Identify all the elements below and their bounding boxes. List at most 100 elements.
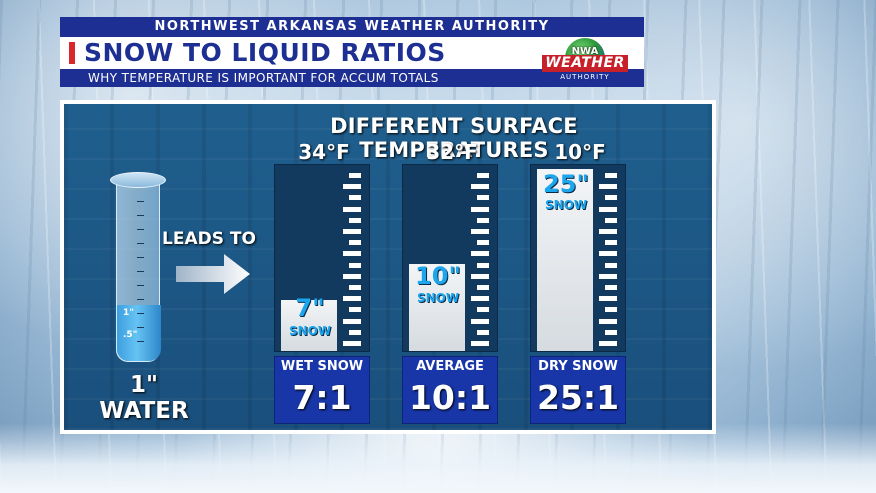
ratio-value-3: 25:1 [536, 378, 620, 417]
ruler-tick [343, 318, 361, 324]
ruler [341, 169, 361, 349]
water-label: 1" WATER [84, 372, 204, 424]
right-arrow-icon [176, 254, 250, 294]
ruler-tick [343, 251, 361, 257]
ratio-value-2: 10:1 [408, 378, 492, 417]
ratio-box-wet: WET SNOW 7:1 [274, 356, 370, 424]
logo-weather-text: WEATHER [542, 55, 628, 72]
water-amount: 1" [130, 372, 158, 398]
nwa-weather-logo: NWA WEATHER AUTHORITY [540, 38, 630, 88]
ruler-tick [477, 285, 489, 290]
ruler-tick [471, 273, 489, 279]
ruler-tick [477, 262, 489, 268]
snow-column-wet [274, 164, 370, 352]
accent-bar [69, 42, 75, 64]
rain-gauge-icon: 1" .5" [110, 172, 166, 364]
ruler-tick [599, 184, 617, 190]
ruler-tick [599, 341, 617, 346]
ruler-tick [471, 184, 489, 190]
ruler-tick [471, 296, 489, 302]
gauge-tick [137, 285, 144, 286]
gauge-tick [137, 257, 144, 258]
ruler-tick [343, 184, 361, 190]
gauge-tick [137, 215, 144, 216]
ruler-tick [471, 341, 489, 346]
ruler-tick [599, 273, 617, 279]
gauge-mark-1in: 1" [123, 308, 134, 318]
snow-word-1: SNOW [288, 324, 332, 338]
ruler-tick [349, 173, 361, 178]
gauge-tick [137, 271, 144, 272]
ruler-tick [343, 273, 361, 279]
snow-column-average [402, 164, 498, 352]
ruler-tick [477, 240, 489, 246]
graphic-panel-inner: DIFFERENT SURFACE TEMPERATURES 34°F 32°F… [64, 104, 712, 430]
ruler [469, 169, 489, 349]
ruler-tick [477, 217, 489, 223]
snow-type-1: WET SNOW [280, 359, 364, 374]
snow-type-3: DRY SNOW [538, 359, 618, 374]
ruler-tick [605, 240, 617, 246]
snow-type-2: AVERAGE [416, 359, 484, 374]
ruler-tick [605, 307, 617, 313]
snow-word-2: SNOW [416, 291, 460, 305]
gauge-tick [137, 341, 144, 342]
ruler-tick [599, 318, 617, 324]
ruler-tick [599, 206, 617, 212]
gauge-tick [137, 299, 144, 300]
graphic-heading: DIFFERENT SURFACE TEMPERATURES [330, 114, 578, 162]
ruler-tick [599, 296, 617, 302]
graphic-panel: DIFFERENT SURFACE TEMPERATURES 34°F 32°F… [60, 100, 716, 434]
temp-label-1: 34°F [298, 140, 350, 164]
logo-authority-text: AUTHORITY [550, 72, 620, 82]
ruler-tick [471, 206, 489, 212]
gauge-tick [137, 327, 144, 328]
ruler-tick [343, 229, 361, 234]
ruler-tick [471, 251, 489, 257]
ruler-tick [349, 285, 361, 290]
ruler-tick [477, 329, 489, 335]
ratio-box-average: AVERAGE 10:1 [402, 356, 498, 424]
ruler-tick [477, 307, 489, 313]
gauge-tick [137, 313, 144, 314]
snow-word-3: SNOW [544, 198, 588, 212]
ruler-tick [599, 229, 617, 234]
ruler-tick [599, 251, 617, 257]
ruler-tick [471, 318, 489, 324]
ruler-tick [605, 217, 617, 223]
ruler-tick [471, 229, 489, 234]
ruler-tick [349, 262, 361, 268]
snow-fill [537, 169, 593, 351]
page-title: SNOW TO LIQUID RATIOS [84, 38, 446, 67]
ruler-tick [343, 341, 361, 346]
temp-label-2: 32°F [426, 140, 478, 164]
ruler-tick [605, 329, 617, 335]
org-banner: NORTHWEST ARKANSAS WEATHER AUTHORITY [60, 17, 644, 37]
gauge-tick [137, 229, 144, 230]
gauge-water [117, 305, 161, 361]
ruler-tick [605, 262, 617, 268]
ruler-tick [605, 285, 617, 290]
ruler-tick [605, 195, 617, 201]
subtitle-banner: WHY TEMPERATURE IS IMPORTANT FOR ACCUM T… [60, 69, 644, 87]
gauge-tick [137, 243, 144, 244]
leads-to-label: LEADS TO [162, 229, 256, 249]
ruler-tick [349, 240, 361, 246]
ruler-tick [349, 307, 361, 313]
gauge-lip [110, 172, 166, 188]
ruler-tick [477, 195, 489, 201]
temp-label-3: 10°F [554, 140, 606, 164]
ruler-tick [349, 195, 361, 201]
ratio-value-1: 7:1 [292, 378, 352, 417]
ruler-tick [343, 206, 361, 212]
snow-column-dry [530, 164, 626, 352]
snow-fill [281, 300, 337, 351]
water-word: WATER [99, 398, 189, 424]
ratio-box-dry: DRY SNOW 25:1 [530, 356, 626, 424]
snow-depth-1: 7" [295, 294, 325, 322]
snow-depth-2: 10" [415, 262, 461, 290]
ruler-tick [349, 329, 361, 335]
ruler-tick [605, 173, 617, 178]
ruler [597, 169, 617, 349]
snow-ground [0, 423, 876, 493]
